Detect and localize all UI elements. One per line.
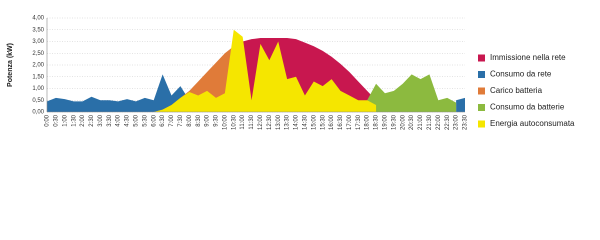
legend-label: Carico batteria [490,86,543,95]
x-tick-label: 2:30 [89,114,95,126]
x-tick-label: 7:30 [178,114,184,126]
y-tick-label: 3,50 [32,27,44,33]
area [367,74,457,112]
x-tick-label: 19:30 [391,114,397,130]
legend-label: Consumo da batterie [490,103,565,112]
legend-label: Consumo da rete [490,70,552,79]
x-tick-label: 3:30 [107,114,113,126]
x-tick-label: 2:00 [80,114,86,126]
x-tick-label: 15:30 [320,114,326,130]
legend-swatch [478,54,485,62]
x-tick-label: 10:30 [231,114,237,130]
x-tick-label: 21:30 [427,114,433,130]
x-tick-label: 4:00 [116,114,122,126]
x-tick-label: 0:30 [53,114,59,126]
legend-swatch [478,87,485,95]
x-tick-label: 12:30 [267,114,273,130]
x-tick-label: 9:00 [205,114,211,126]
legend-swatch [478,71,485,78]
x-tick-label: 17:00 [347,114,353,130]
x-tick-label: 20:30 [409,114,415,130]
y-tick-label: 2,50 [32,51,44,57]
x-tick-label: 3:00 [98,114,104,126]
x-tick-label: 21:00 [418,114,424,130]
x-tick-label: 22:00 [436,114,442,130]
x-tick-label: 7:00 [169,114,175,126]
area [456,97,465,112]
x-tick-label: 1:00 [62,114,68,126]
x-tick-label: 22:30 [445,114,451,130]
y-tick-label: 4,00 [32,16,44,22]
x-tick-label: 16:00 [329,114,335,130]
x-tick-label: 23:00 [454,114,460,130]
legend-swatch [478,104,485,111]
x-tick-label: 0:00 [45,114,51,126]
x-tick-label: 1:30 [71,114,77,126]
x-tick-label: 17:30 [356,114,362,130]
x-tick-label: 14:30 [302,114,308,130]
x-tick-label: 11:00 [240,114,246,129]
x-tick-label: 11:30 [249,114,255,129]
x-tick-label: 14:00 [294,114,300,130]
y-axis-label: Potenza (kW) [7,43,14,87]
legend-label: Energia autoconsumata [490,119,575,128]
y-tick-label: 3,00 [32,39,44,45]
chart: Potenza (kW) 0,00 0,50 1,00 1,50 2,00 2,50 3,0… [7,16,575,130]
x-tick-label: 5:00 [134,114,140,126]
x-tick-label: 6:30 [160,114,166,126]
x-tick-label: 16:30 [338,114,344,130]
area [153,41,243,112]
x-tick-label: 13:30 [285,114,291,130]
x-tick-label: 18:00 [365,114,371,130]
x-tick-label: 9:30 [214,114,220,126]
legend-swatch [478,120,485,128]
x-tick-label: 15:00 [311,114,317,130]
x-tick-label: 18:30 [374,114,380,130]
x-tick-label: 8:30 [196,114,202,126]
y-tick-label: 0,00 [32,110,44,116]
y-tick-label: 2,00 [32,63,44,69]
legend-label: Immissione nella rete [490,53,566,62]
x-tick-label: 23:30 [463,114,469,130]
x-tick-label: 6:00 [151,114,157,126]
y-tick-label: 0,50 [32,98,44,104]
x-tick-label: 13:00 [276,114,282,130]
y-tick-label: 1,50 [32,74,44,80]
area [47,74,190,112]
x-tick-label: 10:00 [222,114,228,130]
area [153,29,377,112]
x-tick-label: 8:00 [187,114,193,126]
x-tick-label: 19:00 [383,114,389,130]
x-tick-label: 5:30 [142,114,148,126]
x-tick-label: 12:00 [258,114,264,130]
x-tick-label: 20:00 [400,114,406,130]
y-tick-label: 1,00 [32,86,44,92]
x-tick-label: 4:30 [125,114,131,126]
